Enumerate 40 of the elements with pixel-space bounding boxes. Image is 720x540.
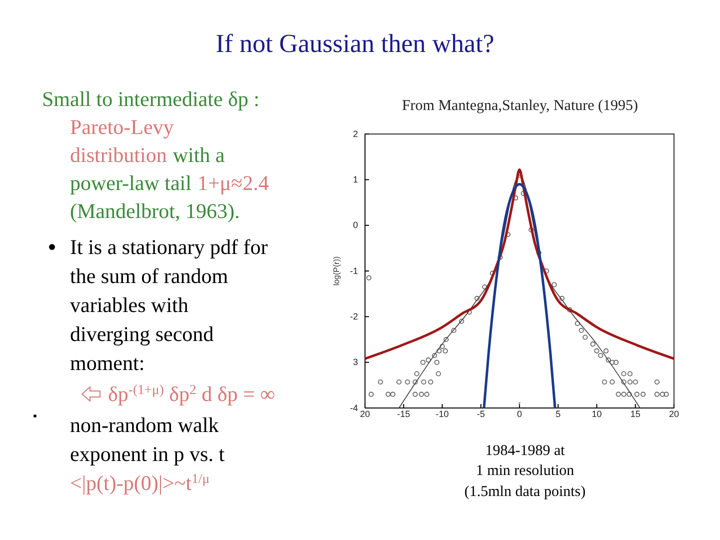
y-tick-label: -1 <box>350 266 358 276</box>
text: <|p(t)-p(0)|>~t$^{1/μ}$ <box>70 470 210 495</box>
x-tick-label: 20 <box>360 409 370 419</box>
text: with a <box>172 143 226 167</box>
x-tick-label: 5 <box>556 409 561 419</box>
text: distribution <box>70 143 168 167</box>
text: Small to intermediate δp : <box>42 87 260 111</box>
text: variables with <box>70 293 189 317</box>
y-tick-label: 0 <box>352 220 358 230</box>
text: Pareto-Levy <box>70 115 174 139</box>
x-tick-label: 20 <box>668 409 680 419</box>
text: 1+μ≈2.4 <box>197 171 270 195</box>
x-tick-label: -5 <box>476 409 485 419</box>
x-tick-label: -10 <box>436 409 449 419</box>
text: 1 min resolution <box>476 463 575 479</box>
text: diverging second <box>70 322 214 346</box>
text: the sum of random <box>70 264 228 288</box>
x-tick-label: 10 <box>592 409 602 419</box>
text: power-law tail <box>70 171 192 195</box>
y-tick-label: -2 <box>350 312 358 322</box>
y-tick-label: 1 <box>352 174 358 185</box>
line-series <box>482 182 556 410</box>
text: exponent in p vs. t <box>70 442 225 466</box>
y-tick-label: 3 <box>352 357 358 368</box>
line-series <box>364 168 676 360</box>
text: δp$^{-(1+μ)}$ δp$^{2}$ d δp = ∞ <box>108 382 276 406</box>
y-axis-title: log(P(r)) <box>332 256 341 286</box>
text: (1.5mln data points) <box>464 484 586 500</box>
y-tick-label: -4 <box>350 402 358 413</box>
chart-title: If not Gaussian then what? <box>216 29 494 58</box>
text: (Mandelbrot, 1963). <box>70 199 240 223</box>
x-tick-label: 0 <box>516 409 522 419</box>
x-tick-label: 15 <box>630 409 640 419</box>
text: 1984-1989 at <box>485 443 566 459</box>
chart-subtitle: From Mantegna,Stanley, Nature (1995) <box>402 98 638 114</box>
text: non-random walk <box>70 413 220 437</box>
text: moment: <box>70 351 145 375</box>
text: It is a stationary pdf for <box>70 235 268 259</box>
x-tick-label: -15 <box>397 409 410 419</box>
y-tick-label: 2 <box>352 128 358 139</box>
